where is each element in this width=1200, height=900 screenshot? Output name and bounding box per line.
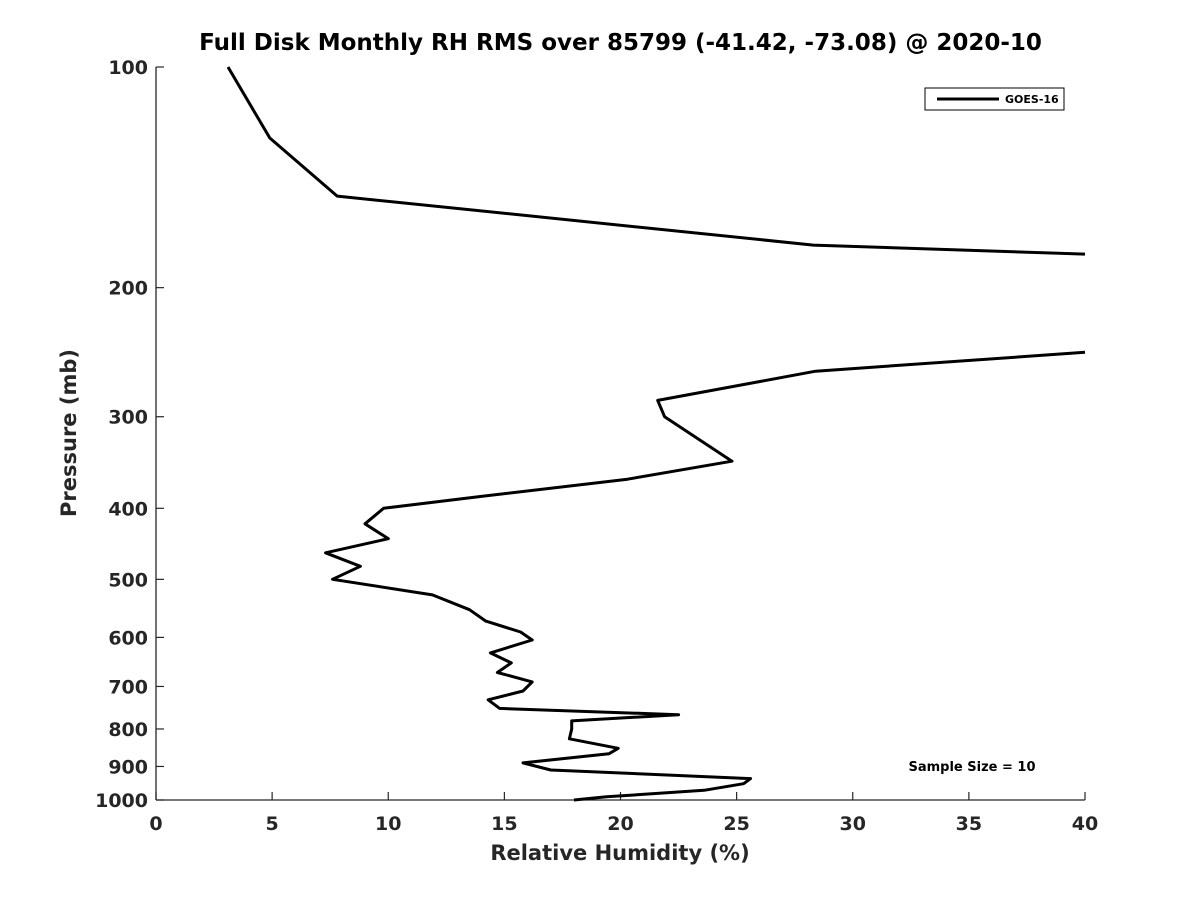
- y-tick-label: 200: [108, 278, 148, 300]
- x-tick-label: 15: [491, 813, 517, 835]
- x-tick-label: 0: [149, 813, 162, 835]
- y-tick-label: 400: [108, 498, 148, 520]
- chart-title: Full Disk Monthly RH RMS over 85799 (-41…: [199, 30, 1042, 56]
- x-tick-label: 25: [723, 813, 749, 835]
- x-tick-label: 35: [956, 813, 982, 835]
- x-tick-label: 10: [375, 813, 401, 835]
- x-tick-label: 40: [1072, 813, 1098, 835]
- y-axis-label: Pressure (mb): [57, 349, 81, 517]
- sample-size-annotation: Sample Size = 10: [908, 760, 1035, 775]
- series-line-goes-16: [226, 66, 1086, 256]
- x-tick-label: 5: [266, 813, 279, 835]
- y-tick-label: 300: [108, 407, 148, 429]
- y-axis-ticks: 100 200 300 400 500 600 700 800 900 1000: [95, 57, 164, 812]
- y-tick-label: 700: [108, 676, 148, 698]
- plot-axes: [155, 67, 1085, 801]
- y-tick-label: 1000: [95, 790, 148, 812]
- y-tick-label: 900: [108, 756, 148, 778]
- x-tick-label: 30: [840, 813, 866, 835]
- y-tick-label: 800: [108, 719, 148, 741]
- y-tick-label: 600: [108, 627, 148, 649]
- x-axis-label: Relative Humidity (%): [490, 841, 749, 865]
- legend-label: GOES-16: [1005, 93, 1059, 106]
- x-tick-label: 20: [607, 813, 633, 835]
- x-axis-ticks: 0 5 10 15 20 25 30 35 40: [149, 792, 1098, 835]
- legend: GOES-16: [924, 87, 1065, 111]
- y-tick-label: 500: [108, 569, 148, 591]
- series-layer: [226, 66, 1086, 802]
- series-line-goes-16: [324, 350, 1086, 802]
- y-tick-label: 100: [108, 57, 148, 79]
